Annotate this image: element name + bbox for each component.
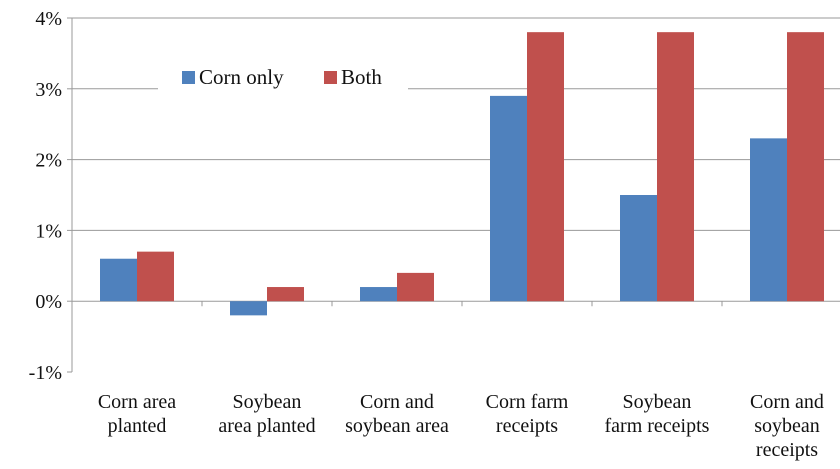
- bar-corn-only: [490, 95, 527, 302]
- bars: [100, 32, 824, 316]
- x-category-label: Soybean: [233, 391, 302, 413]
- x-category-label: farm receipts: [605, 415, 710, 437]
- x-category-label: receipts: [756, 439, 818, 461]
- legend: Corn only Both: [158, 62, 408, 94]
- bar-both: [657, 32, 694, 302]
- legend-label: Both: [341, 65, 382, 89]
- bar-corn-only: [750, 138, 787, 302]
- x-category-label: planted: [108, 415, 167, 437]
- x-category-label: Corn area: [98, 391, 176, 413]
- x-category-label: Corn and: [750, 391, 824, 413]
- legend-swatch: [182, 71, 195, 84]
- y-tick-label: 2%: [35, 150, 62, 172]
- x-category-label: Corn farm: [486, 391, 569, 413]
- x-category-label: receipts: [496, 415, 558, 437]
- x-category-label: Soybean: [623, 391, 692, 413]
- bar-corn-only: [360, 287, 397, 302]
- bar-corn-only: [230, 301, 267, 316]
- x-category-label: area planted: [218, 415, 315, 437]
- bar-both: [397, 272, 434, 302]
- y-tick-label: 0%: [35, 291, 62, 313]
- y-tick-label: -1%: [29, 362, 62, 384]
- bar-both: [787, 32, 824, 302]
- x-category-label: Corn and: [360, 391, 434, 413]
- x-category-label: soybean area: [345, 415, 449, 437]
- x-category-label: soybean: [754, 415, 820, 437]
- legend-background: [158, 62, 408, 94]
- y-axis-ticks: 4% 3% 2% 1% 0% -1%: [29, 8, 62, 384]
- bar-both: [527, 32, 564, 302]
- bar-both: [267, 287, 304, 302]
- y-tick-label: 4%: [35, 8, 62, 30]
- bar-corn-only: [100, 258, 137, 302]
- y-tick-label: 3%: [35, 79, 62, 101]
- bar-both: [137, 251, 174, 302]
- bar-corn-only: [620, 195, 657, 302]
- legend-label: Corn only: [199, 65, 284, 89]
- y-tick-label: 1%: [35, 220, 62, 242]
- legend-swatch: [324, 71, 337, 84]
